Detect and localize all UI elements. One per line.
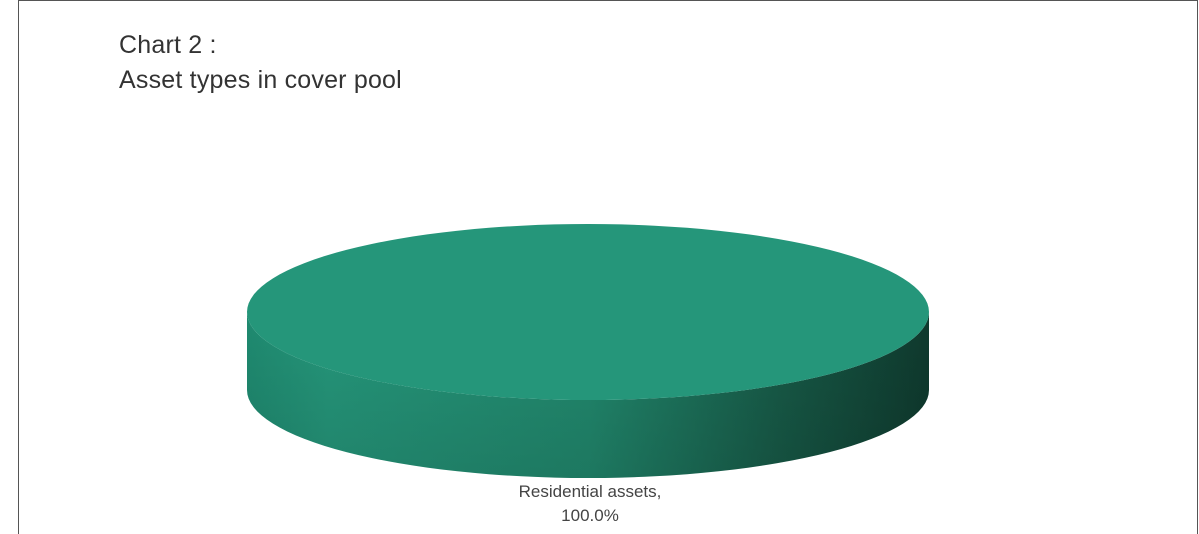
pie-slice-0 [247,224,929,400]
chart-title-line2: Asset types in cover pool [119,66,402,94]
chart-title: Chart 2 : Asset types in cover pool [119,28,402,98]
slice-label-residential: Residential assets, [518,482,662,501]
slice-value-residential: 100.0% [561,506,619,525]
chart-title-line1: Chart 2 : [119,31,217,59]
chart-frame [18,0,1198,534]
pie-slice-side-shade-0 [247,312,929,478]
slice-data-label: Residential assets, 100.0% [490,480,690,528]
